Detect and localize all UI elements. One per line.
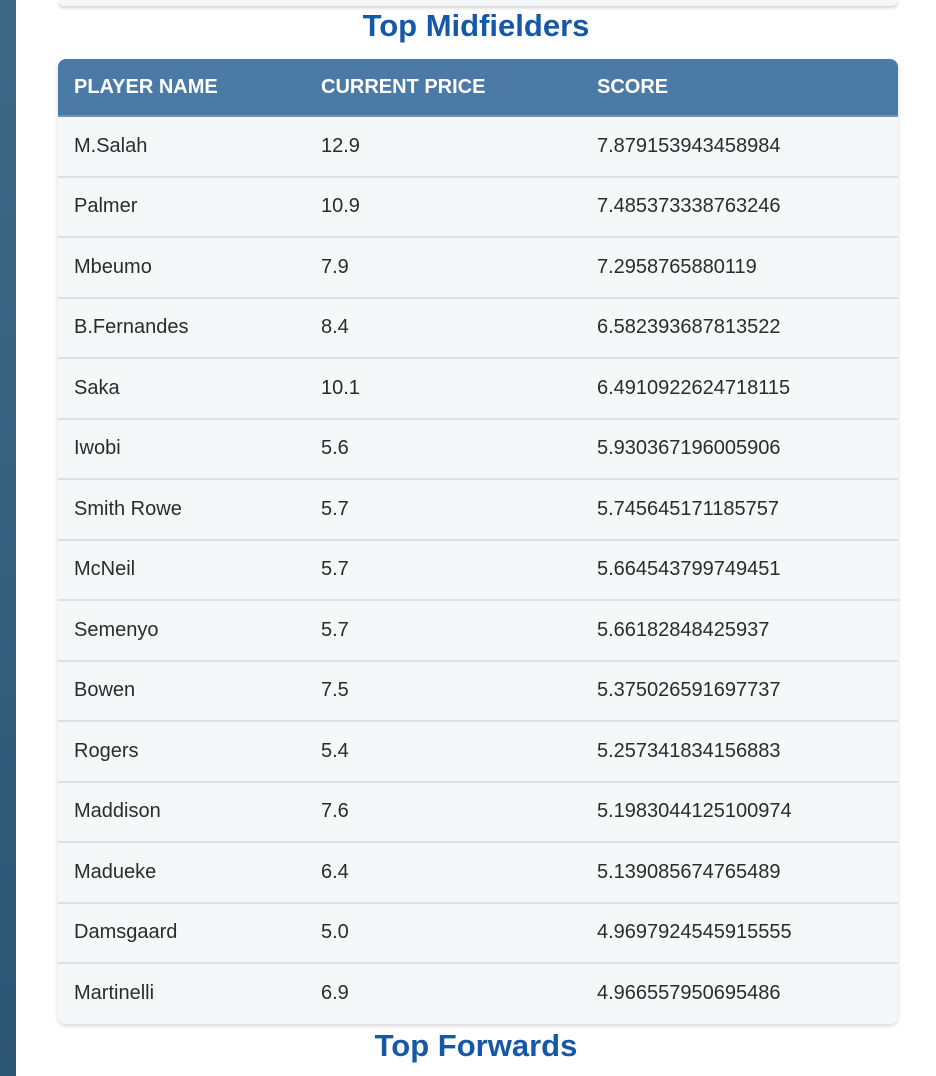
score-cell: 5.257341834156883: [581, 720, 898, 782]
current-price-cell: 8.4: [305, 296, 581, 358]
player-name-cell: Iwobi: [58, 417, 305, 479]
player-name-cell: B.Fernandes: [58, 296, 305, 358]
table-row: Mbeumo 7.9 7.2958765880119: [58, 236, 898, 298]
table-row: Iwobi 5.6 5.930367196005906: [58, 417, 898, 479]
player-name-cell: Bowen: [58, 659, 305, 721]
score-cell: 5.1983044125100974: [581, 780, 898, 842]
table-row: Semenyo 5.7 5.66182848425937: [58, 599, 898, 661]
table-header: PLAYER NAME CURRENT PRICE SCORE: [58, 59, 898, 117]
score-cell: 5.375026591697737: [581, 659, 898, 721]
current-price-cell: 7.5: [305, 659, 581, 721]
score-cell: 6.582393687813522: [581, 296, 898, 358]
top-forwards-title: Top Forwards: [374, 1028, 578, 1063]
score-cell: 6.4910922624718115: [581, 357, 898, 419]
midfielders-table: PLAYER NAME CURRENT PRICE SCORE M.Salah 1…: [58, 59, 898, 1024]
left-sidebar-edge: [0, 0, 16, 1076]
player-name-cell: Damsgaard: [58, 901, 305, 963]
player-name-cell: Martinelli: [58, 962, 305, 1024]
column-header-player-name: PLAYER NAME: [58, 59, 305, 117]
previous-table-card-edge: [58, 0, 898, 6]
score-cell: 7.2958765880119: [581, 236, 898, 298]
header-row: PLAYER NAME CURRENT PRICE SCORE: [58, 59, 898, 117]
table-row: Rogers 5.4 5.257341834156883: [58, 720, 898, 782]
current-price-cell: 7.9: [305, 236, 581, 298]
current-price-cell: 5.7: [305, 538, 581, 600]
player-name-cell: McNeil: [58, 538, 305, 600]
current-price-cell: 5.7: [305, 478, 581, 540]
current-price-cell: 10.9: [305, 175, 581, 237]
player-name-cell: Rogers: [58, 720, 305, 782]
table-body: M.Salah 12.9 7.879153943458984 Palmer 10.9 7.…: [58, 116, 898, 1024]
current-price-cell: 7.6: [305, 780, 581, 842]
table-row: Maddison 7.6 5.1983044125100974: [58, 780, 898, 842]
top-midfielders-title: Top Midfielders: [362, 8, 590, 43]
table-row: Palmer 10.9 7.485373338763246: [58, 175, 898, 237]
score-cell: 7.485373338763246: [581, 175, 898, 237]
score-cell: 5.139085674765489: [581, 841, 898, 903]
column-header-score: SCORE: [581, 59, 898, 117]
player-name-cell: M.Salah: [58, 116, 305, 177]
player-name-cell: Saka: [58, 357, 305, 419]
score-cell: 4.966557950695486: [581, 962, 898, 1024]
column-header-current-price: CURRENT PRICE: [305, 59, 581, 117]
score-cell: 5.745645171185757: [581, 478, 898, 540]
player-name-cell: Smith Rowe: [58, 478, 305, 540]
score-cell: 5.930367196005906: [581, 417, 898, 479]
current-price-cell: 5.7: [305, 599, 581, 661]
player-name-cell: Maddison: [58, 780, 305, 842]
table-row: Smith Rowe 5.7 5.745645171185757: [58, 478, 898, 540]
table-row: Madueke 6.4 5.139085674765489: [58, 841, 898, 903]
table-row: M.Salah 12.9 7.879153943458984: [58, 116, 898, 177]
current-price-cell: 5.4: [305, 720, 581, 782]
current-price-cell: 10.1: [305, 357, 581, 419]
table-row: Damsgaard 5.0 4.9697924545915555: [58, 901, 898, 963]
score-cell: 5.66182848425937: [581, 599, 898, 661]
table-row: McNeil 5.7 5.664543799749451: [58, 538, 898, 600]
current-price-cell: 6.4: [305, 841, 581, 903]
current-price-cell: 6.9: [305, 962, 581, 1024]
table-row: Martinelli 6.9 4.966557950695486: [58, 962, 898, 1024]
score-cell: 5.664543799749451: [581, 538, 898, 600]
score-cell: 4.9697924545915555: [581, 901, 898, 963]
player-name-cell: Madueke: [58, 841, 305, 903]
midfielders-table-card: PLAYER NAME CURRENT PRICE SCORE M.Salah 1…: [58, 59, 898, 1024]
player-name-cell: Mbeumo: [58, 236, 305, 298]
table-row: B.Fernandes 8.4 6.582393687813522: [58, 296, 898, 358]
current-price-cell: 12.9: [305, 116, 581, 177]
score-cell: 7.879153943458984: [581, 116, 898, 177]
current-price-cell: 5.0: [305, 901, 581, 963]
player-name-cell: Palmer: [58, 175, 305, 237]
current-price-cell: 5.6: [305, 417, 581, 479]
table-row: Bowen 7.5 5.375026591697737: [58, 659, 898, 721]
player-name-cell: Semenyo: [58, 599, 305, 661]
table-row: Saka 10.1 6.4910922624718115: [58, 357, 898, 419]
